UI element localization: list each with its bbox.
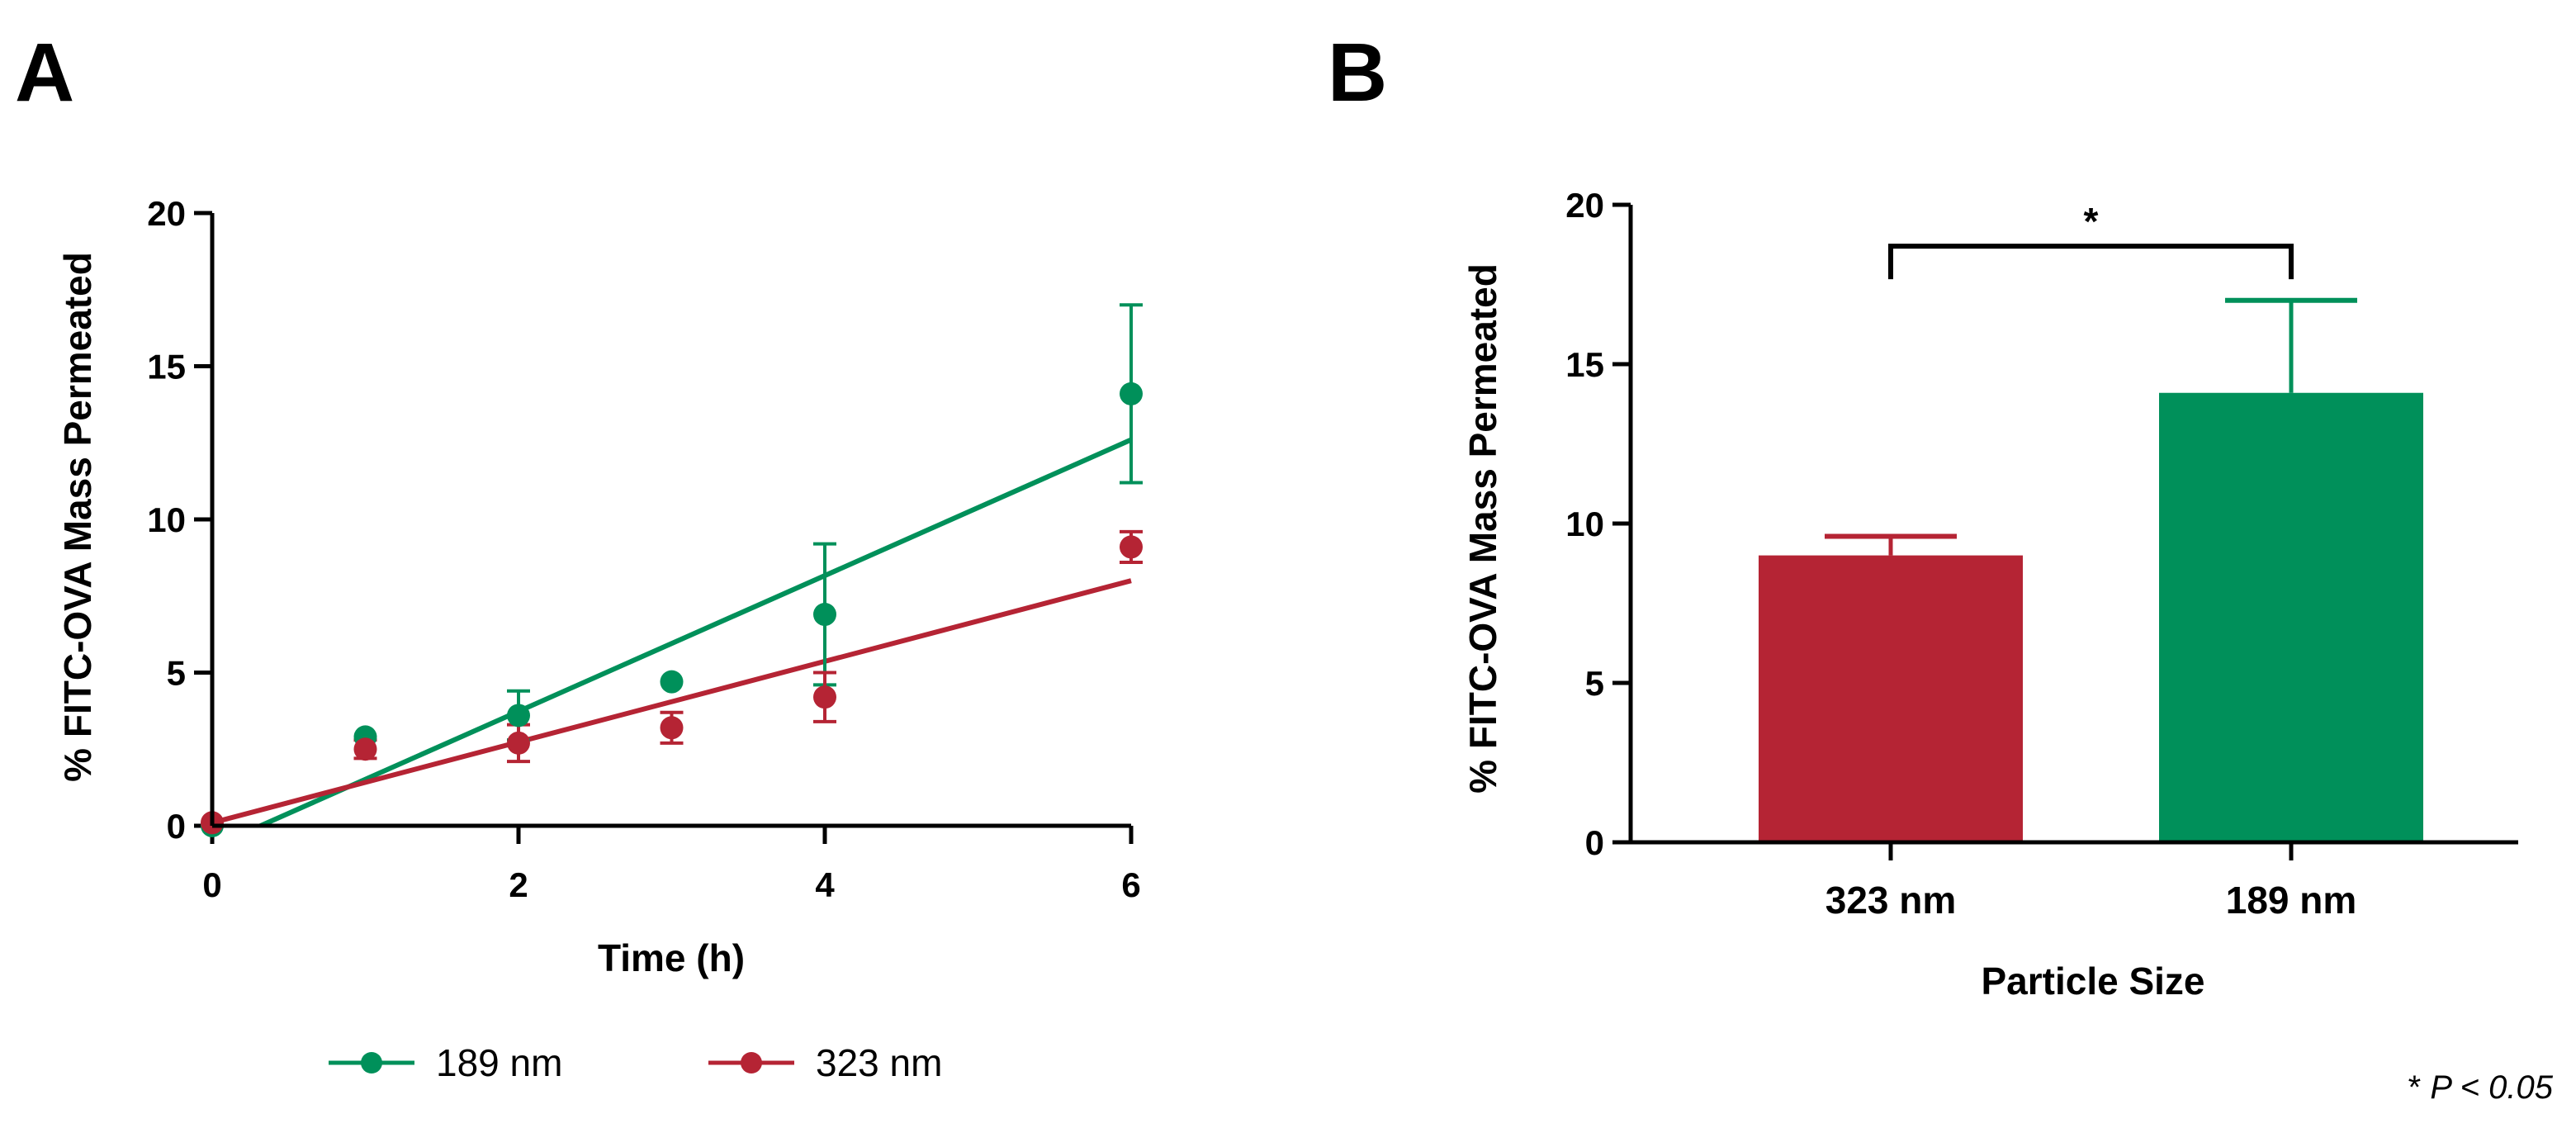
x-tick-label: 2 bbox=[509, 865, 528, 904]
fit-line-323nm bbox=[212, 578, 1132, 826]
legend-189nm-label: 189 nm bbox=[436, 1041, 562, 1084]
panel-b-bars bbox=[1759, 297, 2423, 842]
panel-a: A 0 5 10 15 20 0 2 4 6 Time (h) % FITC-OVA Mass… bbox=[15, 26, 1143, 1084]
point-323nm bbox=[813, 685, 836, 709]
panel-a-y-axis-label: % FITC-OVA Mass Permeated bbox=[56, 252, 99, 782]
significance-bracket-line bbox=[1888, 244, 2294, 280]
x-tick-label: 4 bbox=[815, 865, 835, 904]
significance-note: * P < 0.05 bbox=[2408, 1069, 2554, 1106]
point-323nm bbox=[353, 737, 377, 761]
y-tick-label: 10 bbox=[1565, 505, 1604, 543]
x-tick-label: 6 bbox=[1121, 865, 1140, 904]
significance-bracket: * bbox=[1888, 200, 2294, 280]
point-189nm bbox=[660, 670, 684, 694]
panel-a-legend: 189 nm 323 nm bbox=[329, 1041, 942, 1084]
panel-a-x-axis-ticks: 0 2 4 6 bbox=[202, 826, 1141, 904]
legend-189nm-marker bbox=[361, 1052, 382, 1073]
panel-b-y-axis-label: % FITC-OVA Mass Permeated bbox=[1461, 263, 1504, 794]
panel-b-x-axis-label: Particle Size bbox=[1981, 960, 2204, 1002]
panel-a-y-axis-ticks: 0 5 10 15 20 bbox=[147, 194, 212, 846]
y-tick-label: 10 bbox=[147, 500, 186, 539]
bar-323nm bbox=[1759, 555, 2023, 842]
panel-b-label: B bbox=[1328, 26, 1387, 119]
panel-b-x-axis-ticks: 323 nm 189 nm bbox=[1825, 842, 2357, 922]
y-tick-label: 15 bbox=[1565, 345, 1604, 384]
panel-b-y-axis-ticks: 0 5 10 15 20 bbox=[1565, 186, 1631, 862]
panel-a-label: A bbox=[15, 26, 74, 119]
point-323nm bbox=[660, 716, 684, 740]
x-tick-label-189nm: 189 nm bbox=[2226, 879, 2357, 922]
error-bar-189nm bbox=[2225, 297, 2357, 393]
panel-a-fit-lines bbox=[212, 437, 1133, 826]
point-323nm bbox=[507, 731, 530, 755]
y-tick-label: 20 bbox=[147, 194, 186, 233]
point-189nm bbox=[507, 704, 530, 728]
fit-line-189nm bbox=[254, 437, 1133, 826]
y-tick-label: 0 bbox=[167, 807, 186, 846]
x-tick-label: 0 bbox=[202, 865, 221, 904]
y-tick-label: 15 bbox=[147, 348, 186, 386]
panel-a-error-bars bbox=[353, 303, 1143, 764]
legend-323nm-marker bbox=[741, 1052, 762, 1073]
x-tick-label-323nm: 323 nm bbox=[1825, 879, 1957, 922]
panel-a-points bbox=[201, 382, 1143, 837]
y-tick-label: 5 bbox=[1585, 664, 1604, 703]
panel-a-x-axis-label: Time (h) bbox=[598, 936, 745, 979]
error-bar-323nm bbox=[1825, 533, 1957, 556]
y-tick-label: 0 bbox=[1585, 823, 1604, 862]
point-323nm bbox=[1120, 535, 1143, 559]
y-tick-label: 20 bbox=[1565, 186, 1604, 225]
legend-323nm-label: 323 nm bbox=[816, 1041, 942, 1084]
significance-star: * bbox=[2084, 200, 2099, 243]
y-tick-label: 5 bbox=[167, 654, 186, 693]
point-189nm bbox=[1120, 382, 1143, 405]
bar-189nm bbox=[2159, 392, 2423, 842]
point-189nm bbox=[813, 603, 836, 627]
